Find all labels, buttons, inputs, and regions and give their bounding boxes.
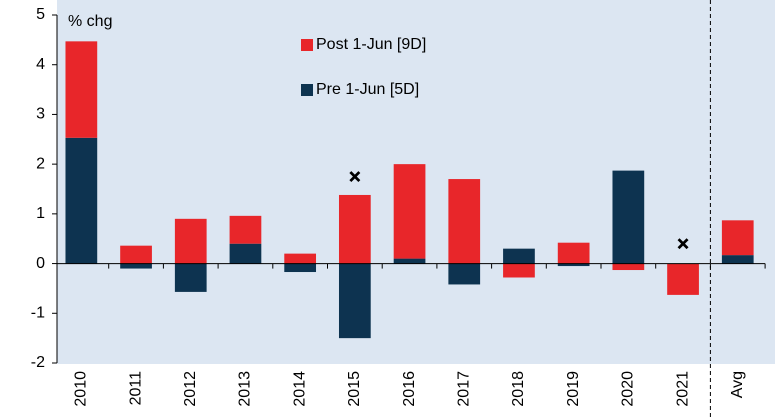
x-tick-label: 2021 — [674, 371, 691, 407]
y-tick-label: 4 — [36, 56, 45, 73]
bar-segment — [174, 263, 207, 292]
y-tick-label: -1 — [31, 305, 45, 322]
bar-segment — [612, 170, 645, 264]
y-tick-label: 3 — [36, 106, 45, 123]
bar-segment — [503, 248, 535, 264]
bar-segment — [393, 258, 426, 264]
bar-segment — [284, 253, 317, 264]
x-tick-label: 2015 — [346, 371, 363, 407]
y-tick-label: 1 — [36, 205, 45, 222]
y-tick-label: 5 — [36, 6, 45, 23]
bar-segment — [612, 263, 645, 271]
bar-segment — [393, 164, 426, 259]
bar-segment — [338, 194, 371, 264]
bar-segment — [557, 242, 590, 264]
x-tick-label: 2013 — [237, 371, 254, 407]
bar-segment — [65, 41, 98, 138]
x-tick-label: 2019 — [565, 371, 582, 407]
x-tick-label: 2014 — [291, 371, 308, 407]
x-tick-label: 2017 — [455, 371, 472, 407]
x-tick-label: 2020 — [620, 371, 637, 407]
bar-segment — [503, 263, 535, 278]
bar-segment — [284, 263, 317, 273]
bar-segment — [721, 255, 754, 264]
bar-segment — [557, 263, 590, 267]
bar-segment — [448, 263, 481, 285]
bar-segment — [174, 218, 207, 264]
bar-segment — [229, 243, 262, 264]
x-tick-label: 2016 — [401, 371, 418, 407]
legend-swatch — [301, 84, 313, 96]
x-tick-label: 2018 — [510, 371, 527, 407]
legend-label: Post 1-Jun [9D] — [316, 36, 426, 53]
bar-segment — [448, 179, 481, 264]
total-marker — [677, 238, 689, 250]
total-marker — [349, 171, 361, 183]
y-tick-label: -2 — [31, 354, 45, 371]
legend-label: Pre 1-Jun [5D] — [316, 81, 419, 98]
bar-segment — [229, 215, 262, 244]
y-tick-label: 0 — [36, 255, 45, 272]
bar-segment — [338, 263, 371, 339]
y-axis-label: % chg — [68, 13, 112, 30]
bar-segment — [721, 220, 754, 256]
x-tick-label: Avg — [729, 371, 746, 398]
bar-segment — [120, 263, 152, 269]
legend-swatch — [301, 39, 313, 51]
bar-segment — [65, 137, 98, 264]
x-tick-label: 2010 — [73, 371, 90, 407]
bar-segment — [667, 263, 699, 295]
y-tick-label: 2 — [36, 155, 45, 172]
x-tick-label: 2011 — [127, 371, 144, 406]
x-tick-label: 2012 — [182, 371, 199, 407]
bar-segment — [120, 245, 152, 264]
